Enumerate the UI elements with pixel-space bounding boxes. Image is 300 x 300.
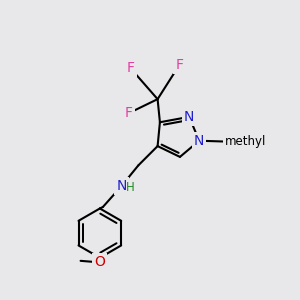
Text: F: F	[127, 61, 135, 75]
Text: N: N	[116, 179, 127, 193]
Text: O: O	[94, 255, 105, 269]
Text: N: N	[184, 110, 194, 124]
Text: H: H	[126, 181, 135, 194]
Text: methyl: methyl	[225, 135, 266, 148]
Text: N: N	[194, 134, 204, 148]
Text: F: F	[125, 106, 133, 120]
Text: F: F	[175, 58, 183, 72]
